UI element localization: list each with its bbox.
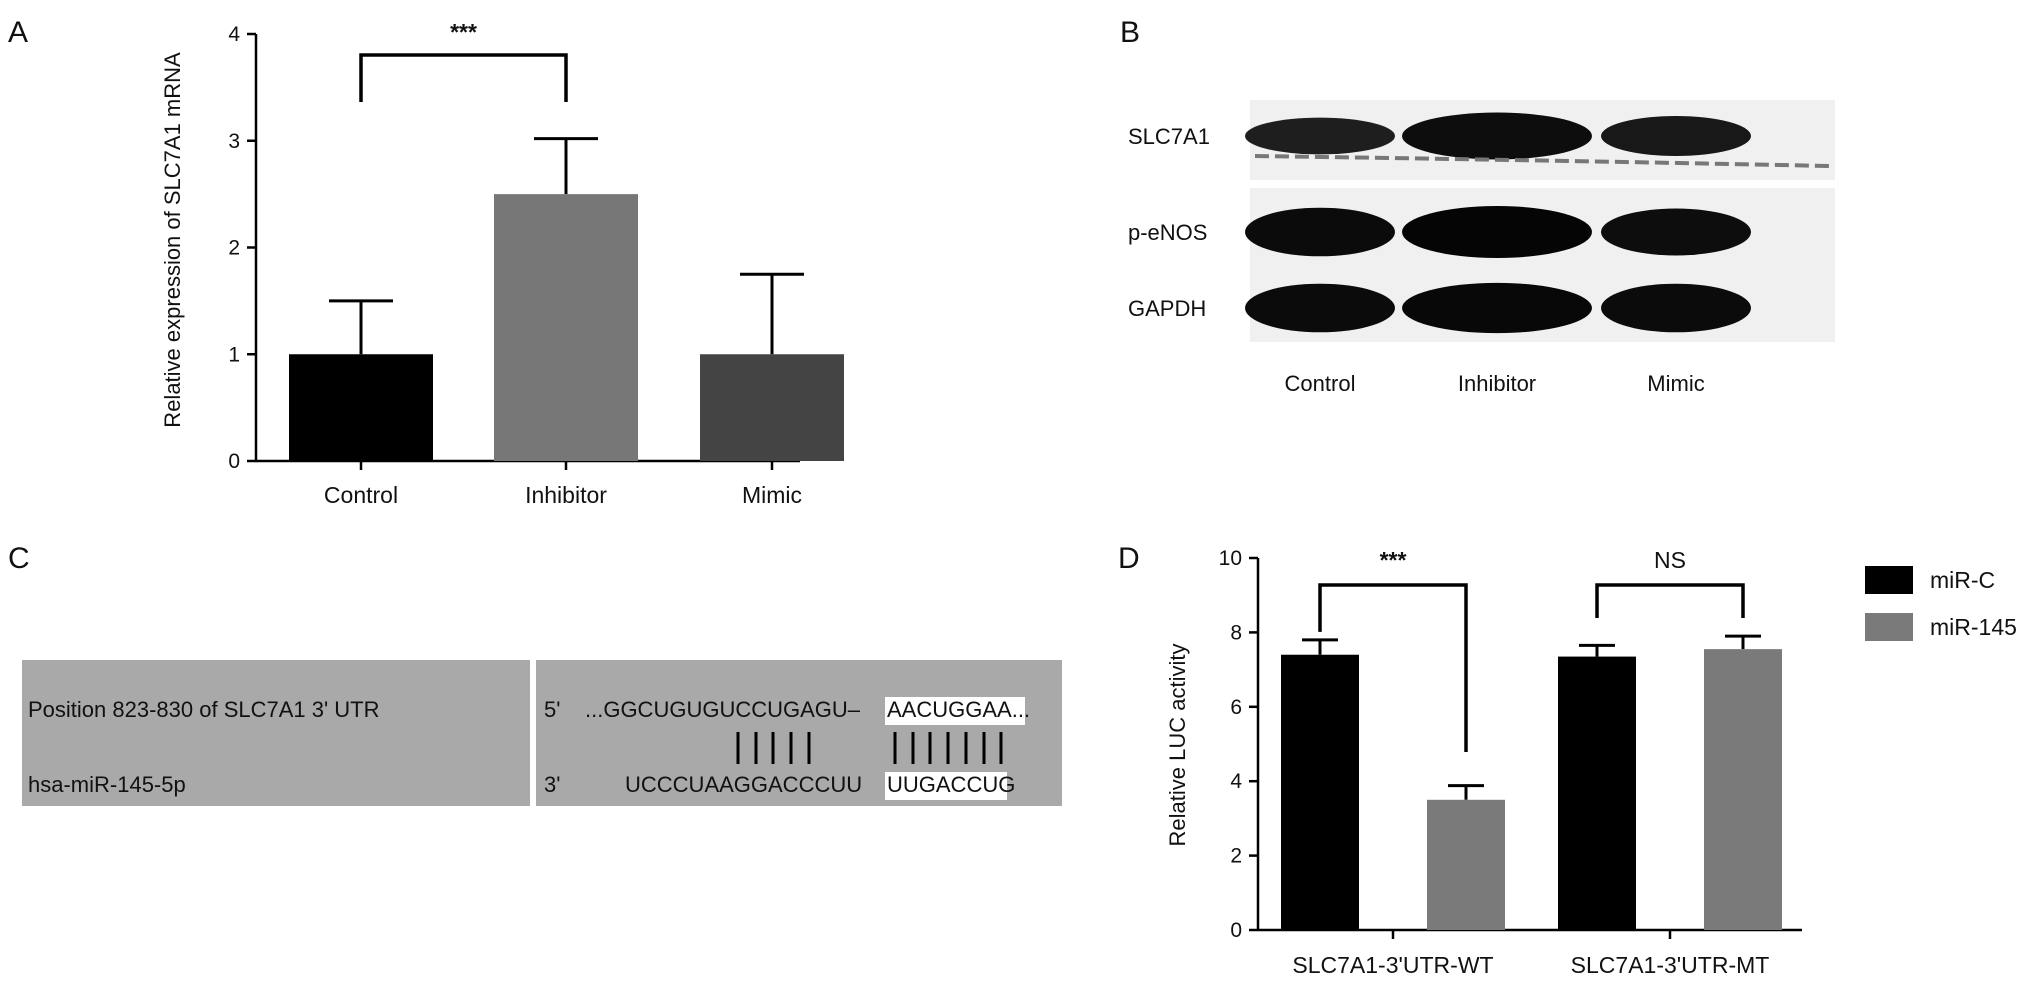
western-blot: SLC7A1 p-eNOS GAPDH Control Inhibitor Mimic (1128, 100, 1835, 396)
mirna-end-label: 3' (544, 772, 560, 797)
chart-d-category-label-0: SLC7A1-3'UTR-WT (1292, 952, 1493, 978)
target-sequence: ...GGCUGUGUCCUGAGU– AACUGGAA... (585, 697, 1030, 722)
mirna-seed-highlight (885, 772, 1007, 800)
chart-a-bar-0 (289, 354, 433, 461)
blot-band-0-1 (1402, 112, 1592, 160)
chart-a-category-label-2: Mimic (742, 482, 802, 508)
target-prefix: ...GGCUGUGUCCUGAGU– (585, 697, 861, 722)
blot-band-0-0 (1245, 117, 1395, 155)
chart-d-ytick-label-3: 6 (1230, 696, 1242, 719)
chart-d-bar-0-0 (1281, 654, 1359, 930)
chart-d-ytick-label-5: 10 (1219, 547, 1242, 570)
chart-a-category-label-0: Control (324, 482, 398, 508)
chart-a-ytick-label-4: 4 (228, 23, 240, 46)
chart-d-significance-label-1: NS (1654, 547, 1686, 573)
base-pair-lines (736, 732, 1003, 764)
chart-a-ylabel: Relative expression of SLC7A1 mRNA (160, 52, 185, 428)
chart-d-ytick-label-2: 4 (1230, 770, 1242, 793)
blot-lane-label-1: Inhibitor (1458, 371, 1536, 396)
mirna-label: hsa-miR-145-5p (28, 772, 186, 797)
mirna-sequence: UCCCUAAGGACCCUU UUGACCUG (625, 772, 1015, 797)
chart-d-significance-bracket-1 (1595, 583, 1745, 618)
blot-background-streak (1254, 154, 1831, 168)
chart-d: Relative LUC activity 0 2 4 6 8 10 SLC7A1-3'UT… (1165, 547, 2017, 978)
blot-band-2-2 (1601, 283, 1751, 333)
blot-row-label-1: p-eNOS (1128, 220, 1207, 245)
chart-a-ytick-label-3: 3 (228, 130, 240, 153)
target-label: Position 823-830 of SLC7A1 3' UTR (28, 697, 380, 722)
chart-d-legend-swatch-1 (1865, 613, 1913, 641)
chart-d-category-label-1: SLC7A1-3'UTR-MT (1571, 952, 1770, 978)
chart-d-ytick-label-0: 0 (1230, 919, 1242, 942)
chart-d-bar-1-1 (1704, 649, 1782, 930)
blot-lane-label-0: Control (1285, 371, 1356, 396)
chart-d-significance-bracket-0 (1318, 583, 1468, 752)
target-seed-highlight (885, 697, 1025, 725)
panel-label-c: C (8, 542, 30, 575)
blot-row-label-2: GAPDH (1128, 296, 1206, 321)
chart-a-ytick-label-0: 0 (228, 450, 240, 473)
chart-a-bar-2 (700, 354, 844, 461)
blot-band-0-2 (1601, 115, 1751, 157)
chart-d-ytick-label-4: 8 (1230, 621, 1242, 644)
target-end-label: 5' (544, 697, 560, 722)
chart-d-significance-label-0: *** (1380, 547, 1407, 573)
chart-d-ytick-label-1: 2 (1230, 845, 1242, 868)
chart-a-significance-bracket (359, 53, 568, 102)
chart-a-bar-1 (494, 194, 638, 461)
blot-row-label-0: SLC7A1 (1128, 124, 1210, 149)
panel-label-b: B (1120, 16, 1140, 49)
blot-band-2-0 (1245, 283, 1395, 333)
blot-band-1-2 (1601, 208, 1751, 256)
blot-band-1-1 (1402, 206, 1592, 258)
mirna-prefix: UCCCUAAGGACCCUU (625, 772, 862, 797)
target-suffix: ... (1012, 697, 1030, 722)
chart-a-ytick-label-1: 1 (228, 343, 240, 366)
blot-lane-label-2: Mimic (1647, 371, 1704, 396)
blot-band-2-1 (1402, 282, 1592, 334)
mirna-seed: UUGACCUG (887, 772, 1015, 797)
chart-a-category-label-1: Inhibitor (525, 482, 607, 508)
blot-band-1-0 (1245, 207, 1395, 257)
chart-d-legend-label-0: miR-C (1930, 567, 1995, 593)
alignment-label-box (22, 660, 530, 806)
chart-d-legend-swatch-0 (1865, 566, 1913, 594)
target-seed: AACUGGAA (887, 697, 1012, 722)
chart-d-bar-0-1 (1427, 799, 1505, 930)
sequence-alignment: Position 823-830 of SLC7A1 3' UTR hsa-mi… (22, 660, 1062, 806)
chart-a-ytick-label-2: 2 (228, 237, 240, 260)
chart-a: Relative expression of SLC7A1 mRNA 0 1 2 3 4… (160, 19, 844, 508)
panel-label-d: D (1118, 542, 1140, 575)
panel-label-a: A (8, 16, 28, 49)
chart-a-significance-label: *** (450, 19, 477, 45)
chart-d-bar-1-0 (1558, 656, 1636, 930)
chart-d-legend-label-1: miR-145 (1930, 614, 2017, 640)
chart-d-ylabel: Relative LUC activity (1165, 644, 1190, 847)
